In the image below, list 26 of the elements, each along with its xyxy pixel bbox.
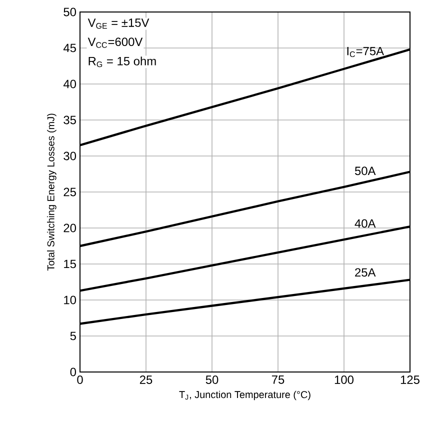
x-axis-title: T$_{J}$, Junction Temperature (°C) [179,390,310,400]
y-tick-label: 0 [70,368,76,376]
annotation: V$_{CC}$=600V [88,38,143,48]
y-axis-title: Total Switching Energy Losses (mJ) [47,114,56,271]
x-tick-label: 25 [140,376,152,384]
series-label: 40A [354,219,376,228]
y-tick-label: 5 [70,332,76,340]
y-tick-label: 40 [63,80,76,88]
annotation: R$_{G}$ = 15 ohm [88,56,156,68]
y-tick-label: 10 [64,296,76,304]
x-tick-label: 50 [206,376,218,384]
y-tick-label: 35 [64,116,76,124]
x-tick-label: 125 [400,376,420,384]
y-tick-label: 25 [64,188,76,196]
y-tick-label: 30 [64,152,76,160]
x-tick-label: 75 [272,376,284,384]
y-tick-label: 45 [63,44,76,52]
y-tick-label: 15 [64,260,76,268]
series-label: 50A [354,166,376,176]
series-label: I$_{C}$=75A [347,46,384,58]
y-tick-label: 50 [64,8,76,16]
x-tick-label: 100 [334,376,354,384]
series-label: 25A [355,268,376,277]
annotation: V$_{GE}$ = ±15V [88,18,150,29]
y-tick-label: 20 [64,224,76,232]
x-tick-label: 0 [77,376,83,384]
